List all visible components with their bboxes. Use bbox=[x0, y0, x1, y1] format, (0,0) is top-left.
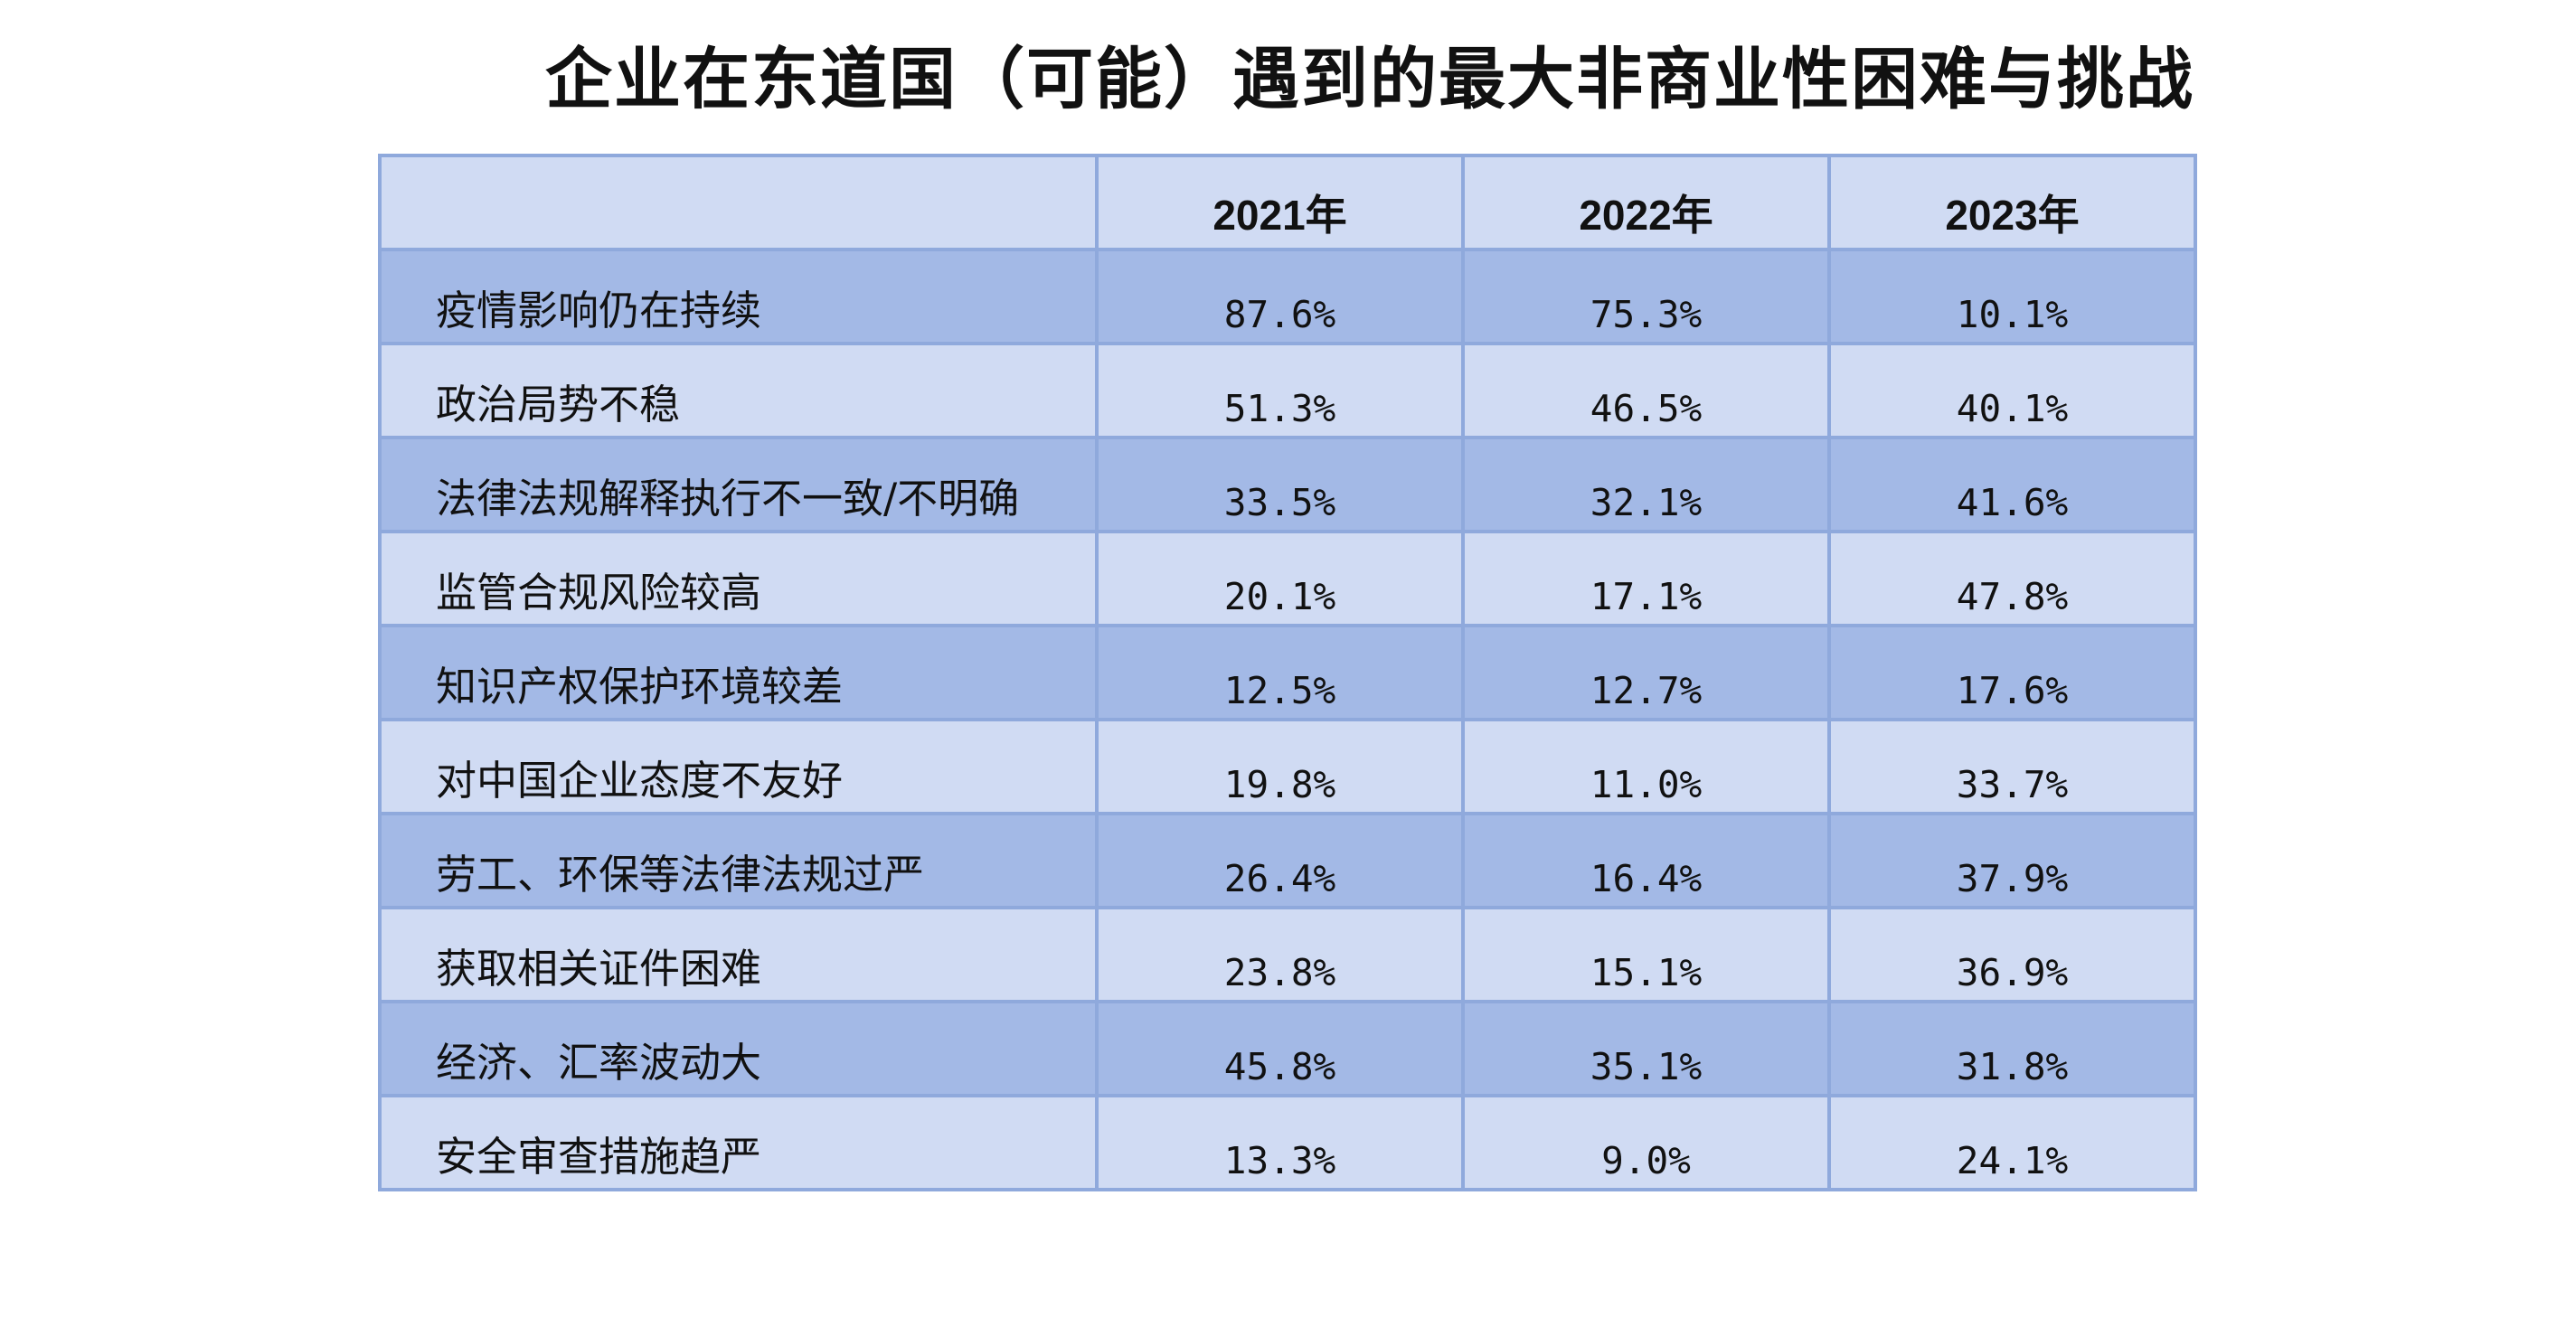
row-label-cell: 劳工、环保等法律法规过严 bbox=[378, 812, 1099, 909]
header-row: 2021年 2022年 2023年 bbox=[378, 154, 2197, 251]
value-cell-2021年: 12.5% bbox=[1095, 624, 1465, 721]
table-body: 疫情影响仍在持续 87.6% 75.3% 10.1% 政治局势不稳 51.3% 46.5% 4… bbox=[378, 248, 2197, 1191]
value-cell-2021年: 87.6% bbox=[1095, 248, 1465, 345]
row-label-cell: 监管合规风险较高 bbox=[378, 530, 1099, 627]
value-cell-2022年: 17.1% bbox=[1461, 530, 1831, 627]
row-label-cell: 知识产权保护环境较差 bbox=[378, 624, 1099, 721]
value-cell-2021年: 33.5% bbox=[1095, 436, 1465, 533]
header-cell-2022: 2022年 bbox=[1461, 154, 1831, 251]
value-cell-2023年: 36.9% bbox=[1827, 906, 2197, 1003]
table-row: 政治局势不稳 51.3% 46.5% 40.1% bbox=[378, 342, 2197, 439]
value-cell-2023年: 37.9% bbox=[1827, 812, 2197, 909]
value-cell-2021年: 19.8% bbox=[1095, 718, 1465, 815]
value-cell-2021年: 13.3% bbox=[1095, 1094, 1465, 1191]
header-cell-2023: 2023年 bbox=[1827, 154, 2197, 251]
table-row: 对中国企业态度不友好 19.8% 11.0% 33.7% bbox=[378, 718, 2197, 815]
row-label-cell: 经济、汇率波动大 bbox=[378, 1000, 1099, 1097]
value-cell-2023年: 10.1% bbox=[1827, 248, 2197, 345]
chart-title: 企业在东道国（可能）遇到的最大非商业性困难与挑战 bbox=[545, 41, 2194, 118]
value-cell-2022年: 15.1% bbox=[1461, 906, 1831, 1003]
table-row: 监管合规风险较高 20.1% 17.1% 47.8% bbox=[378, 530, 2197, 627]
value-cell-2023年: 41.6% bbox=[1827, 436, 2197, 533]
value-cell-2022年: 32.1% bbox=[1461, 436, 1831, 533]
value-cell-2022年: 16.4% bbox=[1461, 812, 1831, 909]
table-row: 劳工、环保等法律法规过严 26.4% 16.4% 37.9% bbox=[378, 812, 2197, 909]
value-cell-2023年: 40.1% bbox=[1827, 342, 2197, 439]
value-cell-2022年: 9.0% bbox=[1461, 1094, 1831, 1191]
value-cell-2023年: 17.6% bbox=[1827, 624, 2197, 721]
value-cell-2022年: 11.0% bbox=[1461, 718, 1831, 815]
value-cell-2021年: 26.4% bbox=[1095, 812, 1465, 909]
value-cell-2022年: 75.3% bbox=[1461, 248, 1831, 345]
row-label-cell: 法律法规解释执行不一致/不明确 bbox=[378, 436, 1099, 533]
row-label-cell: 疫情影响仍在持续 bbox=[378, 248, 1099, 345]
value-cell-2023年: 24.1% bbox=[1827, 1094, 2197, 1191]
value-cell-2022年: 46.5% bbox=[1461, 342, 1831, 439]
value-cell-2022年: 12.7% bbox=[1461, 624, 1831, 721]
header-cell-2021: 2021年 bbox=[1095, 154, 1465, 251]
header-cell-label bbox=[378, 154, 1099, 251]
table-row: 经济、汇率波动大 45.8% 35.1% 31.8% bbox=[378, 1000, 2197, 1097]
row-label-cell: 获取相关证件困难 bbox=[378, 906, 1099, 1003]
row-label-cell: 政治局势不稳 bbox=[378, 342, 1099, 439]
value-cell-2023年: 47.8% bbox=[1827, 530, 2197, 627]
table-row: 获取相关证件困难 23.8% 15.1% 36.9% bbox=[378, 906, 2197, 1003]
value-cell-2023年: 33.7% bbox=[1827, 718, 2197, 815]
row-label-cell: 安全审查措施趋严 bbox=[378, 1094, 1099, 1191]
table-row: 疫情影响仍在持续 87.6% 75.3% 10.1% bbox=[378, 248, 2197, 345]
data-table: 2021年 2022年 2023年 疫情影响仍在持续 87.6% 75.3% 10.1… bbox=[378, 154, 2197, 1191]
table-header: 2021年 2022年 2023年 bbox=[378, 154, 2197, 251]
value-cell-2021年: 20.1% bbox=[1095, 530, 1465, 627]
value-cell-2023年: 31.8% bbox=[1827, 1000, 2197, 1097]
table-row: 知识产权保护环境较差 12.5% 12.7% 17.6% bbox=[378, 624, 2197, 721]
value-cell-2021年: 51.3% bbox=[1095, 342, 1465, 439]
row-label-cell: 对中国企业态度不友好 bbox=[378, 718, 1099, 815]
value-cell-2021年: 23.8% bbox=[1095, 906, 1465, 1003]
value-cell-2021年: 45.8% bbox=[1095, 1000, 1465, 1097]
value-cell-2022年: 35.1% bbox=[1461, 1000, 1831, 1097]
table-row: 法律法规解释执行不一致/不明确 33.5% 32.1% 41.6% bbox=[378, 436, 2197, 533]
table-row: 安全审查措施趋严 13.3% 9.0% 24.1% bbox=[378, 1094, 2197, 1191]
